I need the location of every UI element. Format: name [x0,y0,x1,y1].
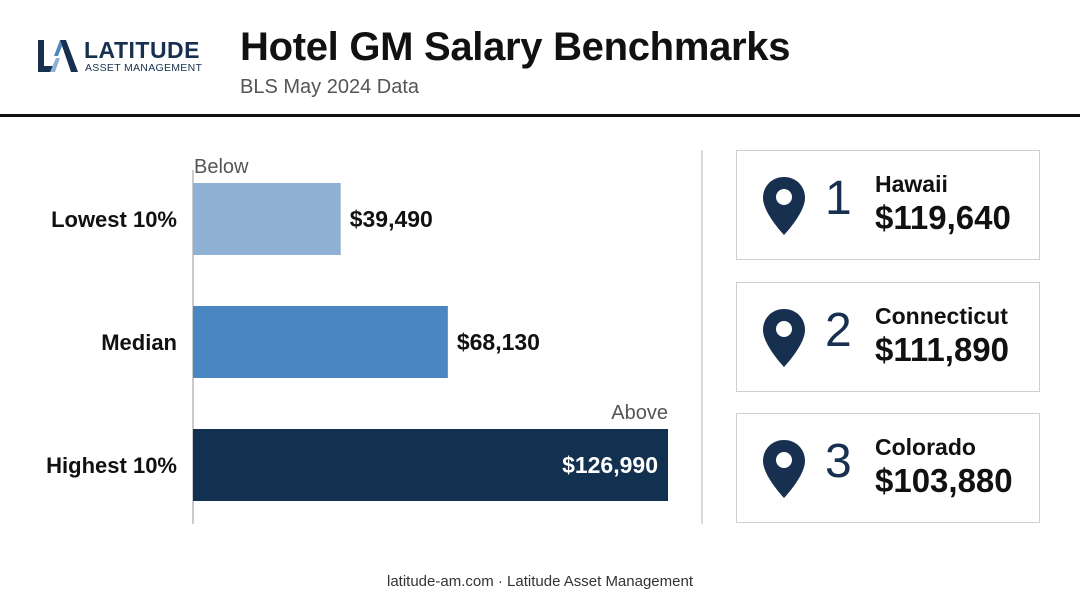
value-label: $39,490 [350,206,433,232]
state-card-1: 1 Hawaii $119,640 [736,150,1040,260]
brand-logo: LATITUDE ASSET MANAGEMENT [38,37,218,78]
state-name: Colorado [875,434,976,460]
category-label: Highest 10% [46,453,177,478]
state-salary: $103,880 [875,462,1013,499]
map-pin-icon [763,440,805,498]
category-label: Median [101,330,177,355]
salary-bar-chart-svg: Lowest 10% $39,490 Median $68,130 Highest 10… [46,156,668,524]
page-subtitle: BLS May 2024 Data [240,76,419,98]
state-name: Hawaii [875,171,948,197]
state-card-3: 3 Colorado $103,880 [736,413,1040,523]
annotation-above: Above [611,402,668,424]
state-card-2: 2 Connecticut $111,890 [736,282,1040,392]
map-pin-icon [763,177,805,235]
brand-name: LATITUDE [84,37,201,63]
state-rank: 1 [825,172,852,225]
state-salary: $119,640 [875,199,1011,236]
page-title: Hotel GM Salary Benchmarks [240,25,791,69]
value-label: $126,990 [562,452,658,478]
bar-3 [193,429,668,501]
header-divider [0,114,1080,117]
state-salary: $111,890 [875,331,1009,368]
salary-bar-chart: Lowest 10% $39,490 Median $68,130 Highest 10… [0,140,700,540]
annotation-below: Below [194,156,249,178]
value-label: $68,130 [457,329,540,355]
footer-text: latitude-am.com · Latitude Asset Managem… [387,573,693,590]
brand-tagline: ASSET MANAGEMENT [85,62,203,74]
category-label: Lowest 10% [51,207,177,232]
state-name: Connecticut [875,303,1008,329]
bar-1 [193,183,341,255]
state-rank: 3 [825,435,852,488]
bar-2 [193,306,448,378]
map-pin-icon [763,309,805,367]
state-rank: 2 [825,304,852,357]
section-divider [701,150,703,524]
latitude-logo-icon [38,40,78,72]
